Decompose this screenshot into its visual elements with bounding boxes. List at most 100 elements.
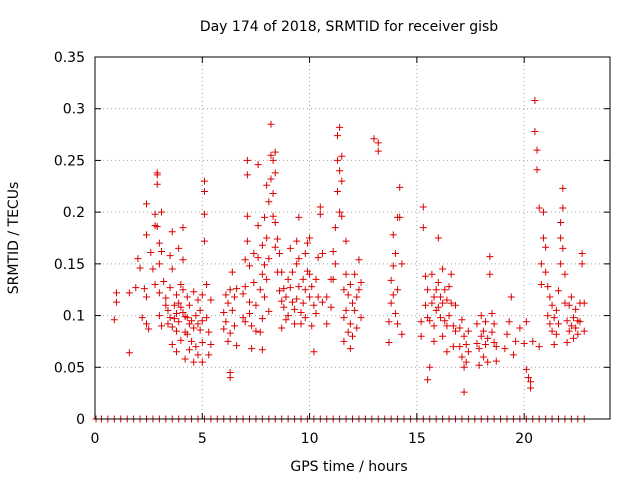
data-point [351,270,359,278]
data-point [200,177,208,185]
data-point [194,296,202,304]
data-point [147,248,155,256]
data-point [391,310,399,318]
data-point [430,337,438,345]
data-point [389,262,397,270]
data-point [297,308,305,316]
x-tick-label: 15 [408,431,426,447]
data-point [565,327,573,335]
data-point [207,341,215,349]
data-point [263,181,271,189]
data-point [394,286,402,294]
data-point [301,314,309,322]
data-point [158,208,166,216]
data-point [228,306,236,314]
data-point [314,293,322,301]
data-point [288,268,296,276]
data-point [250,250,258,258]
data-point [293,295,301,303]
data-point [143,293,150,301]
data-point [430,322,438,330]
data-point [183,330,191,338]
data-point [535,204,543,212]
data-point [462,341,470,349]
data-point [271,169,279,177]
data-point [143,320,150,328]
data-point [166,314,174,322]
data-point [256,328,264,336]
data-point [230,293,238,301]
data-point [261,261,269,269]
data-point [387,299,395,307]
x-tick-label: 0 [91,431,100,447]
data-point [548,301,556,309]
data-point [269,156,277,164]
data-point [261,213,269,221]
data-point [173,291,181,299]
data-point [529,337,537,345]
data-point [336,167,344,175]
data-point [278,297,286,305]
data-point [284,312,292,320]
data-point [295,213,303,221]
data-point [492,343,500,351]
data-point [273,235,281,243]
data-point [331,224,339,232]
data-point [548,327,556,335]
data-point [385,318,393,326]
data-point [258,346,266,354]
data-point [233,285,241,293]
data-point [284,275,292,283]
data-point [338,212,346,220]
data-point [333,132,341,140]
data-point [110,316,118,324]
data-point [198,291,206,299]
data-point [567,293,575,301]
data-point [222,318,230,326]
data-point [200,210,208,218]
data-point [421,301,429,309]
data-point [445,283,453,291]
data-point [267,175,275,183]
data-point [550,341,558,349]
data-point [271,218,279,226]
data-point [357,278,365,286]
data-point [254,222,262,230]
data-point [323,293,331,301]
data-point [561,270,569,278]
y-tick-label: 0.25 [54,153,85,169]
data-point [439,332,447,340]
data-point [460,363,468,371]
data-point [166,252,174,260]
data-point [452,301,459,309]
data-point [570,314,578,322]
data-point [267,151,275,159]
data-point [188,337,196,345]
data-point [572,324,580,332]
data-point [203,314,211,322]
data-point [175,299,183,307]
data-point [561,299,569,307]
data-point [207,296,215,304]
data-point [243,156,251,164]
data-point [316,210,324,218]
y-tick-label: 0.15 [54,257,85,273]
y-tick-label: 0.35 [54,50,85,66]
data-point [557,234,565,242]
data-point [559,204,567,212]
data-point [342,270,350,278]
data-point [252,327,260,335]
data-point [398,260,406,268]
data-point [484,358,492,366]
data-point [475,361,483,369]
data-point [578,260,586,268]
data-point [158,247,166,255]
data-point [222,291,230,299]
data-point [314,254,322,262]
data-point [125,289,133,297]
data-point [132,284,140,292]
data-point [445,312,453,320]
data-point [280,285,288,293]
data-point [503,330,511,338]
data-point [338,152,346,160]
